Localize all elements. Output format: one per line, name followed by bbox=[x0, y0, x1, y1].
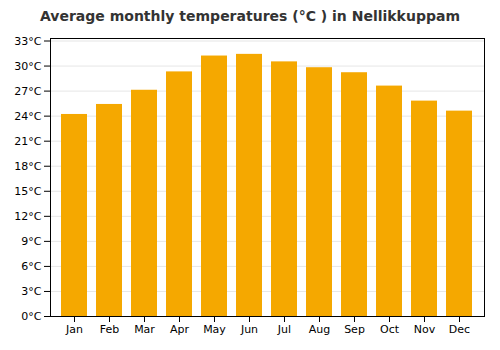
svg-text:3°C: 3°C bbox=[21, 285, 41, 298]
svg-text:Feb: Feb bbox=[100, 323, 119, 336]
svg-text:21°C: 21°C bbox=[14, 135, 41, 148]
svg-text:15°C: 15°C bbox=[14, 185, 41, 198]
svg-text:Oct: Oct bbox=[380, 323, 400, 336]
svg-text:Sep: Sep bbox=[344, 323, 365, 336]
svg-text:18°C: 18°C bbox=[14, 160, 41, 173]
svg-text:Apr: Apr bbox=[170, 323, 190, 336]
svg-text:6°C: 6°C bbox=[21, 260, 41, 273]
svg-text:Dec: Dec bbox=[449, 323, 470, 336]
svg-text:9°C: 9°C bbox=[21, 235, 41, 248]
svg-text:Jul: Jul bbox=[277, 323, 291, 336]
svg-text:May: May bbox=[203, 323, 226, 336]
svg-text:Jun: Jun bbox=[240, 323, 258, 336]
svg-text:Aug: Aug bbox=[309, 323, 330, 336]
svg-text:Jan: Jan bbox=[65, 323, 83, 336]
svg-text:27°C: 27°C bbox=[14, 85, 41, 98]
svg-text:Nov: Nov bbox=[414, 323, 436, 336]
svg-text:0°C: 0°C bbox=[21, 310, 41, 323]
svg-text:33°C: 33°C bbox=[14, 35, 41, 48]
svg-text:30°C: 30°C bbox=[14, 60, 41, 73]
html-text:Average monthly temperatures (: Average monthly temperatures (°C ) in Ne… bbox=[40, 8, 460, 24]
svg-text:Mar: Mar bbox=[134, 323, 155, 336]
svg-text:12°C: 12°C bbox=[14, 210, 41, 223]
svg-text:24°C: 24°C bbox=[14, 110, 41, 123]
